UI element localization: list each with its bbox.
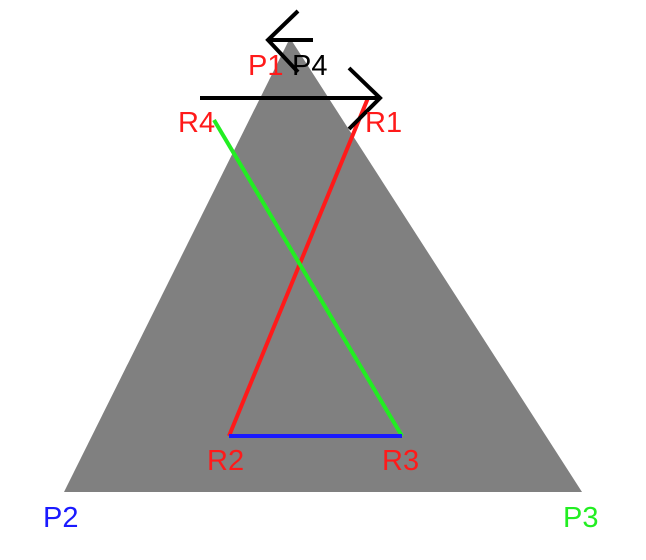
label-r3: R3 bbox=[382, 445, 419, 477]
segment-r3-r4 bbox=[212, 118, 404, 438]
label-r4: R4 bbox=[178, 107, 215, 139]
label-p3: P3 bbox=[563, 502, 598, 534]
label-r1: R1 bbox=[365, 107, 402, 139]
segment-r1-r2 bbox=[227, 97, 370, 437]
label-p4: P4 bbox=[292, 50, 327, 82]
arrow-r4-r1 bbox=[200, 66, 383, 131]
arrow-p4-p1 bbox=[265, 9, 313, 74]
triangle-p1-p2-p3 bbox=[64, 38, 582, 492]
label-r2: R2 bbox=[207, 445, 244, 477]
label-p1: P1 bbox=[248, 50, 283, 82]
arrow-p4-p1-head-icon bbox=[265, 9, 300, 74]
arrow-r4-r1-head-icon bbox=[347, 66, 383, 131]
label-p2: P2 bbox=[43, 502, 78, 534]
